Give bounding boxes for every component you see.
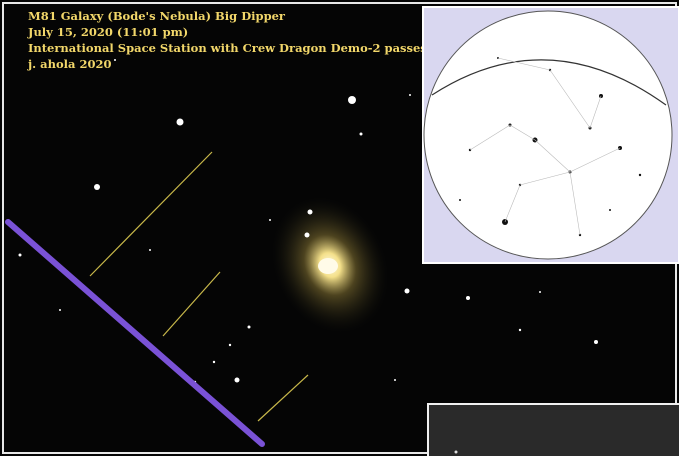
caption-line: International Space Station with Crew Dr… [28,41,477,55]
caption-line: July 15, 2020 (11:01 pm) [27,25,188,39]
bottom-inset [427,403,679,456]
caption-line: M81 Galaxy (Bode's Nebula) Big Dipper [28,9,286,23]
galaxy [272,197,388,333]
caption-line: j. ahola 2020 [27,57,111,71]
caption: M81 Galaxy (Bode's Nebula) Big Dipper Ju… [27,9,477,71]
satellite-trails [89,151,309,422]
iss-trail [5,219,265,447]
stars [18,59,598,454]
star-chart-inset [422,6,679,264]
